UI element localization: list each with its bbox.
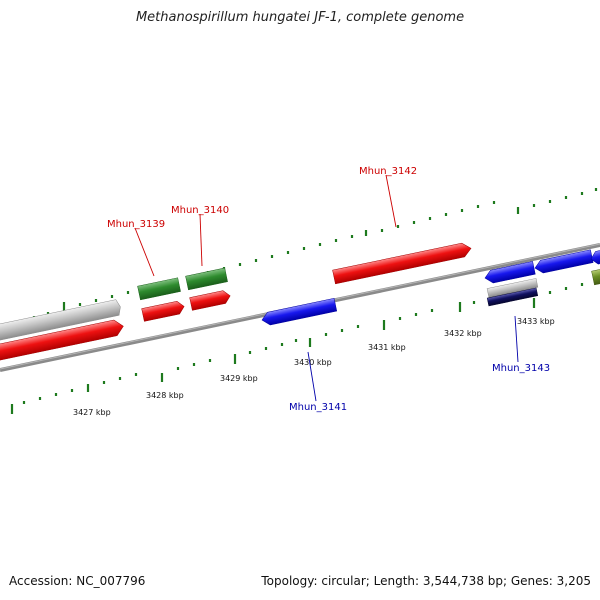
gene-label-mhun-3140[interactable]: Mhun_3140 [171, 205, 229, 216]
gene-red-3139[interactable] [141, 300, 186, 322]
gene-blue-edge[interactable] [590, 248, 600, 266]
scale-label-3429: 3429 kbp [220, 374, 258, 383]
scale-labels: 3427 kbp 3428 kbp 3429 kbp 3430 kbp 3431… [73, 317, 555, 417]
scale-label-3427: 3427 kbp [73, 408, 111, 417]
gene-labels: Mhun_3139 Mhun_3140 Mhun_3142 Mhun_3141 … [107, 166, 550, 413]
gene-olive-edge[interactable] [591, 266, 600, 286]
gene-features [0, 242, 600, 367]
gene-green-3140[interactable] [185, 267, 228, 291]
gene-navy-3143[interactable] [486, 287, 539, 307]
forward-leaders [134, 174, 397, 277]
gene-grey-left[interactable] [0, 299, 122, 347]
gene-grey-3143[interactable] [486, 278, 539, 298]
accession-text: Accession: NC_007796 [9, 574, 146, 588]
map-title: Methanospirillum hungatei JF-1, complete… [135, 10, 465, 25]
gene-blue-3143a[interactable] [484, 261, 536, 284]
scale-label-3433: 3433 kbp [517, 317, 555, 326]
scale-label-3428: 3428 kbp [146, 391, 184, 400]
topology-text: Topology: circular; Length: 3,544,738 bp… [261, 574, 591, 588]
scale-label-3432: 3432 kbp [444, 329, 482, 338]
gene-label-mhun-3139[interactable]: Mhun_3139 [107, 219, 165, 230]
gene-green-3139[interactable] [137, 277, 181, 301]
gene-label-mhun-3143[interactable]: Mhun_3143 [492, 363, 550, 374]
gene-label-mhun-3142[interactable]: Mhun_3142 [359, 166, 417, 177]
gene-red-left[interactable] [0, 318, 125, 367]
reverse-leaders [307, 315, 519, 402]
gene-label-mhun-3141[interactable]: Mhun_3141 [289, 402, 347, 413]
scale-label-3430: 3430 kbp [294, 358, 332, 367]
gene-blue-3141[interactable] [261, 298, 338, 326]
scale-label-3431: 3431 kbp [368, 343, 406, 352]
gene-red-3142[interactable] [332, 242, 473, 285]
gene-red-3140[interactable] [189, 289, 232, 311]
gene-blue-3144[interactable] [534, 249, 594, 275]
